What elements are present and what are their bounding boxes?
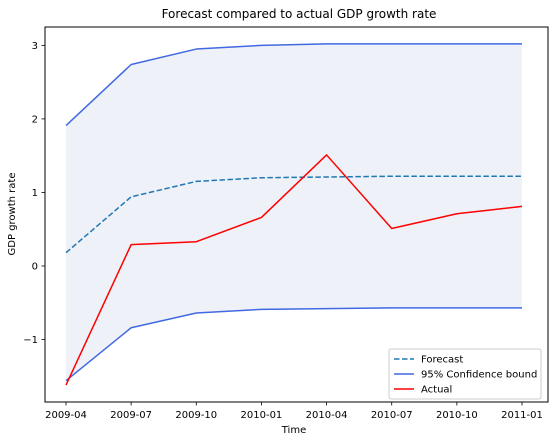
x-tick-label: 2009-04 [45, 410, 87, 421]
chart-title: Forecast compared to actual GDP growth r… [162, 7, 437, 21]
axes-layer [44, 26, 549, 403]
x-axis-label: Time [281, 425, 306, 436]
legend-label-95-confidence-bound: 95% Confidence bound [421, 370, 537, 381]
x-axis-ticks: 2009-04 2009-07 2009-10 2010-01 2010-04 2010-… [45, 402, 543, 421]
series-line-actual [65, 154, 523, 386]
y-tick-label: 3 [32, 41, 38, 52]
x-tick-label: 2009-07 [110, 410, 152, 421]
legend-label-actual: Actual [421, 385, 452, 396]
x-tick-label: 2011-01 [501, 410, 543, 421]
legend-label-forecast: Forecast [421, 355, 463, 366]
confidence-band-layer [66, 43, 522, 381]
y-axis-ticks: −1 0 1 2 3 [23, 41, 45, 346]
y-tick-label: 2 [32, 114, 38, 125]
legend-box [388, 348, 542, 400]
y-tick-label: 0 [32, 261, 38, 272]
series-layer [65, 43, 523, 386]
y-axis-label: GDP growth rate [7, 173, 18, 256]
series-line-95-confidence-bound-lower [65, 307, 522, 382]
x-tick-label: 2010-01 [241, 410, 283, 421]
confidence-band-fill [66, 43, 522, 381]
series-line-95-confidence-bound [65, 43, 522, 127]
legend: Forecast 95% Confidence bound Actual [388, 348, 542, 400]
plot-area [65, 43, 523, 386]
y-tick-label: −1 [23, 335, 38, 346]
x-tick-label: 2009-10 [175, 410, 217, 421]
y-tick-label: 1 [32, 188, 38, 199]
x-tick-label: 2010-04 [306, 410, 348, 421]
series-line-forecast [65, 175, 522, 254]
x-tick-label: 2010-07 [371, 410, 413, 421]
x-tick-label: 2010-10 [436, 410, 478, 421]
plot-frame [44, 26, 549, 403]
